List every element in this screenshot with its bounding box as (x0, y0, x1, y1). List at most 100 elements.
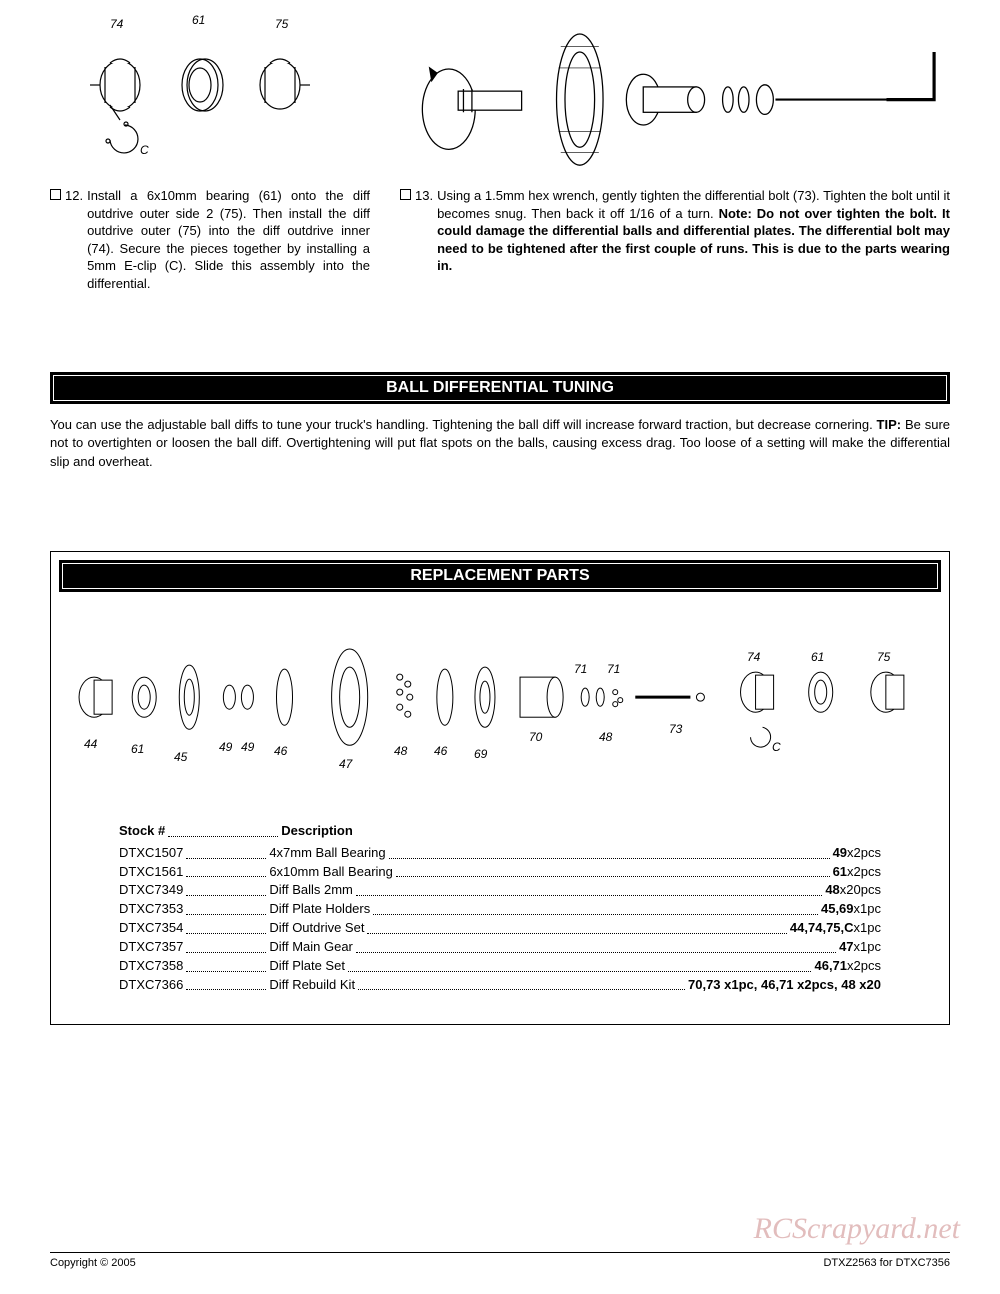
section-header-parts: REPLACEMENT PARTS (59, 560, 941, 592)
lbl-69: 69 (474, 747, 487, 761)
header-desc: Description (281, 822, 353, 841)
footer-copyright: Copyright © 2005 (50, 1257, 136, 1269)
lbl-49b: 49 (241, 740, 254, 754)
step-13-body: Using a 1.5mm hex wrench, gently tighten… (437, 187, 950, 275)
lbl-46b: 46 (434, 744, 447, 758)
stock: DTXC7353 (119, 900, 183, 919)
stock: DTXC7366 (119, 976, 183, 995)
lbl-73: 73 (669, 722, 682, 736)
dots (186, 881, 266, 896)
label-75: 75 (275, 17, 288, 31)
desc: Diff Plate Set (269, 957, 345, 976)
step-12: 12. Install a 6x10mm bearing (61) onto t… (50, 187, 370, 292)
lbl-75: 75 (877, 650, 890, 664)
lbl-61b: 61 (811, 650, 824, 664)
suffix: x2pcs (847, 863, 881, 882)
dots (186, 844, 266, 859)
diagram-step13-svg (400, 15, 950, 184)
desc: Diff Balls 2mm (269, 881, 353, 900)
desc: Diff Main Gear (269, 938, 353, 957)
suffix: x1pc (854, 938, 881, 957)
suffix: x20pcs (840, 881, 881, 900)
header-dots (168, 822, 278, 837)
dots (356, 938, 836, 953)
qty: 61 (833, 863, 847, 882)
desc: Diff Rebuild Kit (269, 976, 355, 995)
stock: DTXC7354 (119, 919, 183, 938)
dots (373, 900, 818, 915)
parts-list-header: Stock # Description (119, 822, 881, 841)
qty: 45,69 (821, 900, 854, 919)
tuning-tip-label: TIP: (877, 417, 902, 432)
qty: 70,73 x1pc, 46,71 x2pcs, 48 x20 (688, 976, 881, 995)
dots (186, 900, 266, 915)
lbl-C: C (772, 740, 781, 754)
dots (186, 919, 266, 934)
top-diagrams-row: 74 61 75 C (50, 15, 950, 175)
lbl-45: 45 (174, 750, 187, 764)
header-stock: Stock # (119, 822, 165, 841)
lbl-44: 44 (84, 737, 97, 751)
suffix: x2pcs (847, 844, 881, 863)
parts-row: DTXC1561 6x10mm Ball Bearing 61 x2pcs (119, 863, 881, 882)
parts-row: DTXC7354 Diff Outdrive Set 44,74,75,C x1pc (119, 919, 881, 938)
qty: 49 (833, 844, 847, 863)
step-12-body: Install a 6x10mm bearing (61) onto the d… (87, 187, 370, 292)
dots (186, 976, 266, 991)
diagram-step13 (400, 15, 950, 175)
diagram-step12: 74 61 75 C (50, 15, 370, 175)
parts-row: DTXC7358 Diff Plate Set 46,71 x2pcs (119, 957, 881, 976)
desc: Diff Outdrive Set (269, 919, 364, 938)
label-61: 61 (192, 13, 205, 27)
parts-list: Stock # Description DTXC15074x7mm Ball B… (59, 822, 941, 995)
dots (389, 844, 830, 859)
lbl-70: 70 (529, 730, 542, 744)
label-C: C (140, 143, 149, 157)
page-footer: Copyright © 2005 DTXZ2563 for DTXC7356 (50, 1252, 950, 1269)
stock: DTXC7357 (119, 938, 183, 957)
tuning-text-a: You can use the adjustable ball diffs to… (50, 417, 877, 432)
dots (348, 957, 812, 972)
suffix: x2pcs (847, 957, 881, 976)
lbl-49a: 49 (219, 740, 232, 754)
footer-docid: DTXZ2563 for DTXC7356 (823, 1257, 950, 1269)
suffix: x1pc (854, 919, 881, 938)
suffix: x1pc (854, 900, 881, 919)
qty: 44,74,75,C (790, 919, 854, 938)
step-12-num: 12. (65, 187, 83, 205)
lbl-47: 47 (339, 757, 352, 771)
exploded-diagram: 44 61 45 49 49 46 47 48 46 69 70 48 71 7… (59, 622, 941, 782)
dots (186, 957, 266, 972)
parts-row: DTXC7353 Diff Plate Holders 45,69 x1pc (119, 900, 881, 919)
lbl-48b: 48 (599, 730, 612, 744)
qty: 48 (825, 881, 839, 900)
lbl-46a: 46 (274, 744, 287, 758)
stock: DTXC1561 (119, 863, 183, 882)
dots (186, 938, 266, 953)
dots (356, 881, 822, 896)
stock: DTXC1507 (119, 844, 183, 863)
exploded-svg (59, 622, 941, 782)
label-74: 74 (110, 17, 123, 31)
dots (186, 863, 266, 878)
desc: 6x10mm Ball Bearing (269, 863, 393, 882)
parts-row: DTXC7366 Diff Rebuild Kit 70,73 x1pc, 46,7… (119, 976, 881, 995)
lbl-71a: 71 (574, 662, 587, 676)
step-13: 13. Using a 1.5mm hex wrench, gently tig… (400, 187, 950, 292)
step-13-num: 13. (415, 187, 433, 205)
lbl-61a: 61 (131, 742, 144, 756)
replacement-parts-box: REPLACEMENT PARTS (50, 551, 950, 1026)
stock: DTXC7358 (119, 957, 183, 976)
qty: 46,71 (814, 957, 847, 976)
dots (367, 919, 786, 934)
parts-row: DTXC7357Diff Main Gear47 x1pc (119, 938, 881, 957)
lbl-48a: 48 (394, 744, 407, 758)
desc: Diff Plate Holders (269, 900, 370, 919)
dots (396, 863, 830, 878)
lbl-74: 74 (747, 650, 760, 664)
tuning-text: You can use the adjustable ball diffs to… (50, 416, 950, 471)
stock: DTXC7349 (119, 881, 183, 900)
parts-row: DTXC7349 Diff Balls 2mm 48 x20pcs (119, 881, 881, 900)
checkbox-icon (400, 189, 411, 200)
dots (358, 976, 685, 991)
